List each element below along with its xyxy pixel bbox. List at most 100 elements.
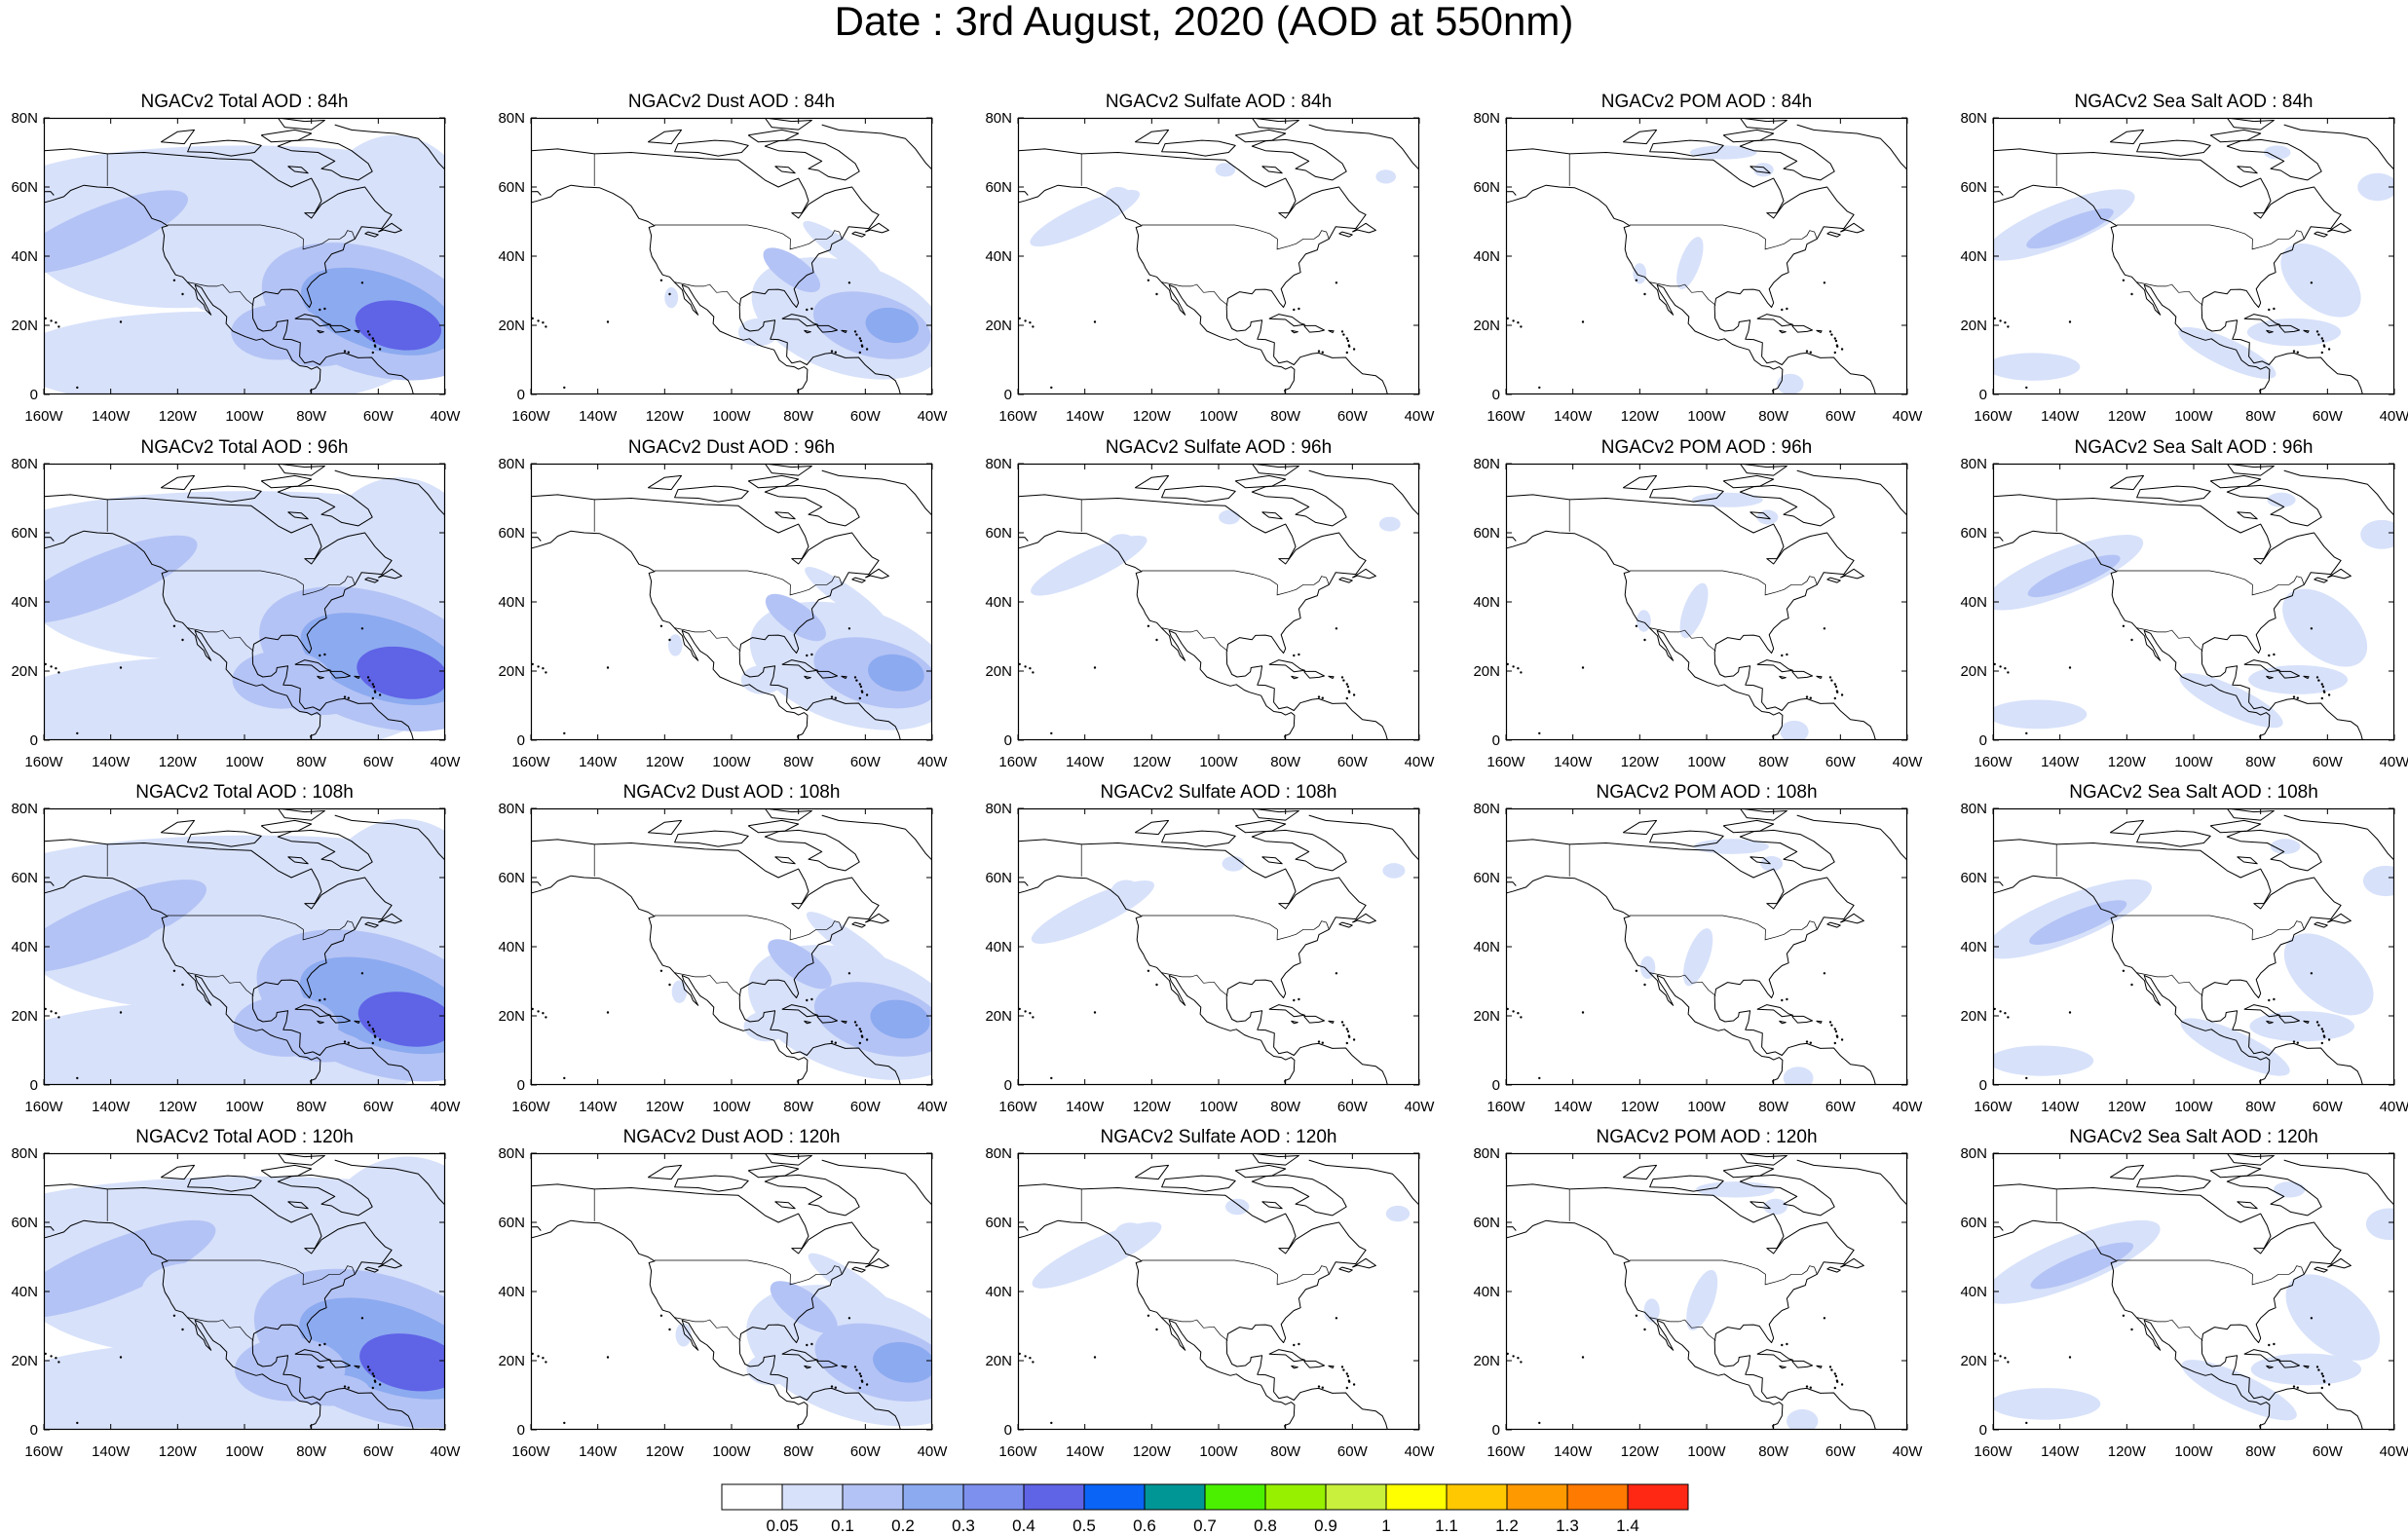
lat-tick-label: 0 <box>1004 1077 1012 1094</box>
coastline <box>841 329 847 333</box>
aod-patch <box>803 220 882 278</box>
island <box>1786 653 1788 656</box>
island <box>347 351 350 354</box>
colorbar-label: 0.6 <box>1133 1516 1156 1535</box>
island <box>668 638 671 642</box>
lon-tick-label: 100W <box>1199 754 1238 770</box>
lat-tick-label: 20N <box>985 318 1012 334</box>
map-seasalt-1: 0 20N 40N 60N 80N 160W 140W 120W 100W 80W 60W 40W <box>1960 110 2408 425</box>
panel-title: NGACv2 Sea Salt AOD : 108h <box>2069 782 2318 803</box>
lon-tick-label: 140W <box>579 754 618 770</box>
coastline <box>1506 1219 1784 1430</box>
island <box>378 1038 382 1041</box>
coastline <box>1018 494 1388 740</box>
lon-tick-label: 80W <box>783 1443 814 1460</box>
lat-tick-label: 40N <box>1960 939 1987 955</box>
colorbar-label: 0.5 <box>1072 1516 1096 1535</box>
lon-tick-label: 160W <box>1974 1443 2013 1460</box>
island <box>1147 279 1150 281</box>
lat-tick-label: 20N <box>1473 1353 1500 1369</box>
colorbar-label: 1.3 <box>1556 1516 1579 1535</box>
lat-tick-label: 60N <box>1960 179 1987 196</box>
island <box>1512 1010 1515 1013</box>
island <box>1830 333 1833 336</box>
island <box>2320 337 2323 340</box>
island <box>1032 325 1035 328</box>
island <box>861 345 864 348</box>
island <box>374 1380 377 1383</box>
island <box>366 330 370 333</box>
aod-patch <box>1225 1198 1250 1216</box>
island <box>859 685 863 689</box>
panel-title: NGACv2 POM AOD : 84h <box>1600 92 1813 112</box>
panel-title: NGACv2 Dust AOD : 84h <box>627 92 836 112</box>
coastline <box>260 474 313 489</box>
island <box>1345 683 1348 686</box>
lat-tick-label: 20N <box>1960 318 1987 334</box>
island <box>1345 337 1348 340</box>
aod-patch <box>355 300 442 351</box>
lon-tick-label: 140W <box>92 1099 131 1115</box>
coastline <box>160 474 195 491</box>
lon-tick-label: 120W <box>2108 1443 2147 1460</box>
island <box>2292 695 2296 698</box>
aod-patch <box>2027 554 2121 598</box>
country-border <box>2117 915 2305 941</box>
lat-tick-label: 60N <box>1473 179 1500 196</box>
coastline <box>1722 819 1775 834</box>
island <box>343 695 347 698</box>
coastline <box>865 568 889 580</box>
island <box>1833 696 1836 700</box>
island <box>57 671 60 674</box>
island <box>853 676 857 679</box>
island <box>2323 1035 2326 1038</box>
coastline <box>2314 231 2328 238</box>
lat-tick-label: 40N <box>11 248 38 265</box>
island <box>1293 998 1296 1002</box>
aod-patch <box>1676 237 1704 290</box>
island <box>1809 696 1812 699</box>
lon-tick-label: 160W <box>998 408 1037 425</box>
coastline <box>841 675 847 679</box>
island <box>181 983 184 987</box>
coastline <box>1779 1365 1787 1369</box>
island <box>2004 1012 2007 1015</box>
island <box>2320 683 2323 686</box>
island <box>1512 665 1515 668</box>
coastline <box>2266 329 2274 334</box>
island <box>1018 1007 1021 1011</box>
colorbar-label: 0.9 <box>1314 1516 1337 1535</box>
island <box>1345 351 1348 355</box>
country-border <box>2136 627 2203 652</box>
aod-patch <box>873 1341 932 1383</box>
lon-tick-label: 140W <box>1066 408 1105 425</box>
coastline <box>1826 231 1841 238</box>
colorbar-swatch <box>1627 1483 1689 1511</box>
coastline <box>364 231 379 238</box>
island <box>1032 1361 1035 1364</box>
island <box>57 325 60 328</box>
aod-patch <box>2270 839 2301 854</box>
island <box>537 1355 540 1358</box>
island <box>2310 972 2314 975</box>
lat-tick-label: 80N <box>1960 110 1987 127</box>
island <box>172 624 176 627</box>
lat-tick-label: 80N <box>1960 1145 1987 1162</box>
coastline <box>1993 494 2363 740</box>
map-total-2: 0 20N 40N 60N 80N 160W 140W 120W 100W 80W 60W 40W <box>11 456 461 770</box>
island <box>1828 330 1832 333</box>
island <box>1317 695 1321 698</box>
lat-tick-label: 0 <box>1979 387 1987 403</box>
coastline <box>851 577 866 583</box>
lon-tick-label: 80W <box>2245 1443 2276 1460</box>
coastline <box>764 484 860 527</box>
island <box>545 325 547 328</box>
coastline <box>747 474 800 489</box>
island <box>1833 337 1836 340</box>
panel-title: NGACv2 POM AOD : 108h <box>1596 782 1818 803</box>
coastline <box>1251 138 1347 181</box>
coastline <box>354 1365 360 1368</box>
country-border <box>2136 1317 2203 1341</box>
lat-tick-label: 20N <box>11 1353 38 1369</box>
island <box>531 662 534 666</box>
